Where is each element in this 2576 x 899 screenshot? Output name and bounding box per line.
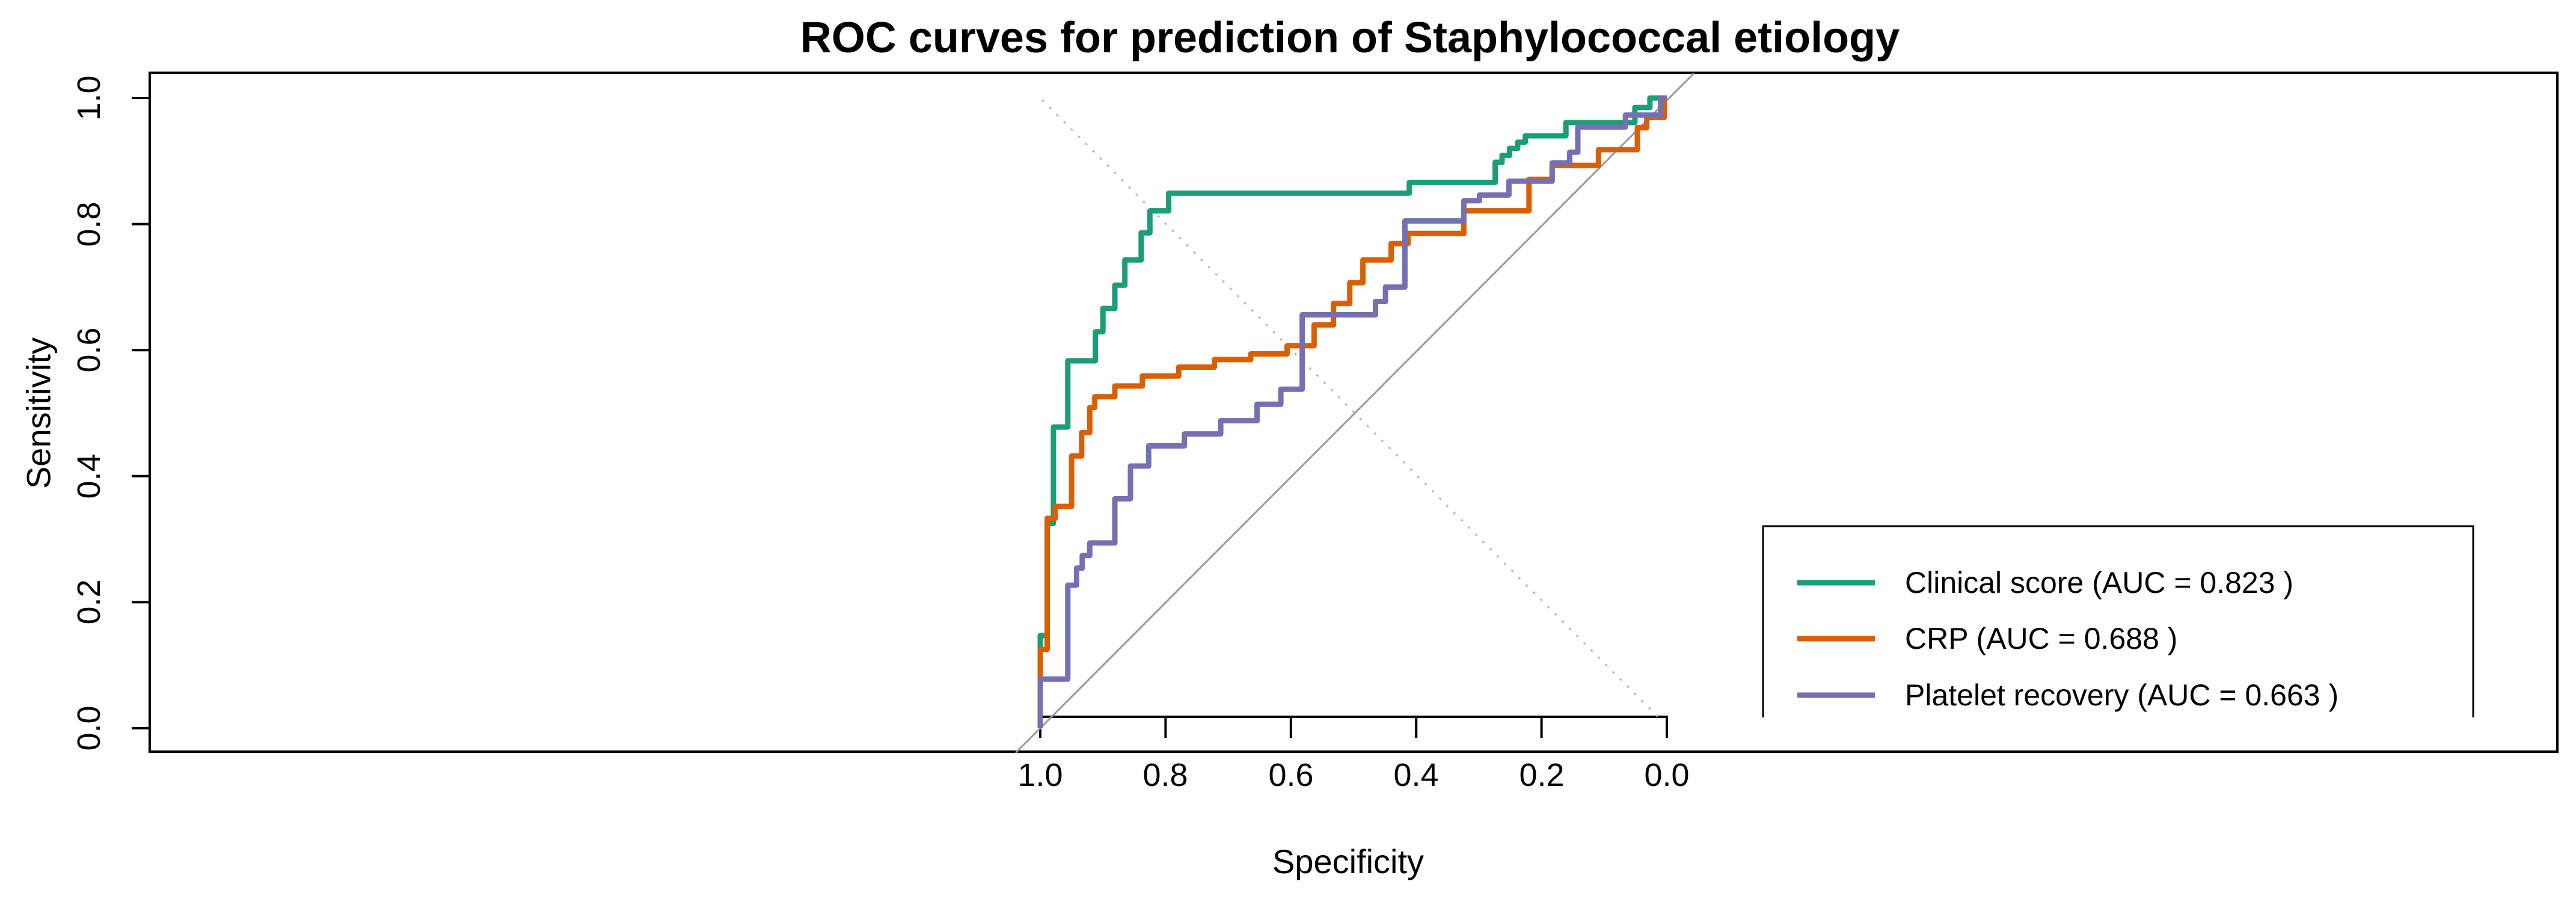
chance-diagonal-line (1014, 72, 1695, 754)
legend-box (1762, 525, 2474, 717)
y-tick-label: 0.0 (71, 705, 107, 751)
x-axis (1038, 716, 1668, 738)
x-tick-label: 1.0 (1017, 757, 1063, 793)
x-tick-label: 0.0 (1644, 757, 1690, 793)
chart-title: ROC curves for prediction of Staphylococ… (800, 14, 1900, 62)
y-tick-label: 0.6 (71, 327, 107, 373)
x-tick-label: 0.6 (1268, 757, 1314, 793)
x-axis-label: Specificity (1272, 842, 1424, 880)
legend-label-crp: CRP (AUC = 0.688 ) (1905, 622, 2178, 655)
x-tick-label: 0.4 (1393, 757, 1439, 793)
roc-curve-platelet-recovery (1037, 95, 1667, 728)
y-tick-label: 0.4 (71, 453, 107, 499)
legend-label-platelet-recovery: Platelet recovery (AUC = 0.663 ) (1905, 678, 2339, 712)
y-axis-ticks (132, 97, 150, 729)
x-tick-label: 0.8 (1142, 757, 1188, 793)
y-tick-label: 1.0 (71, 75, 107, 121)
y-tick-label: 0.2 (71, 579, 107, 625)
y-tick-label: 0.8 (71, 201, 107, 247)
legend-label-clinical-score: Clinical score (AUC = 0.823 ) (1905, 566, 2294, 600)
sens-equals-spec-dashed-line (1041, 99, 1659, 718)
x-tick-label: 0.2 (1519, 757, 1565, 793)
y-axis-label: Sensitivity (19, 337, 58, 489)
plot-box (149, 72, 2559, 753)
roc-curve-clinical-score (1037, 95, 1667, 728)
